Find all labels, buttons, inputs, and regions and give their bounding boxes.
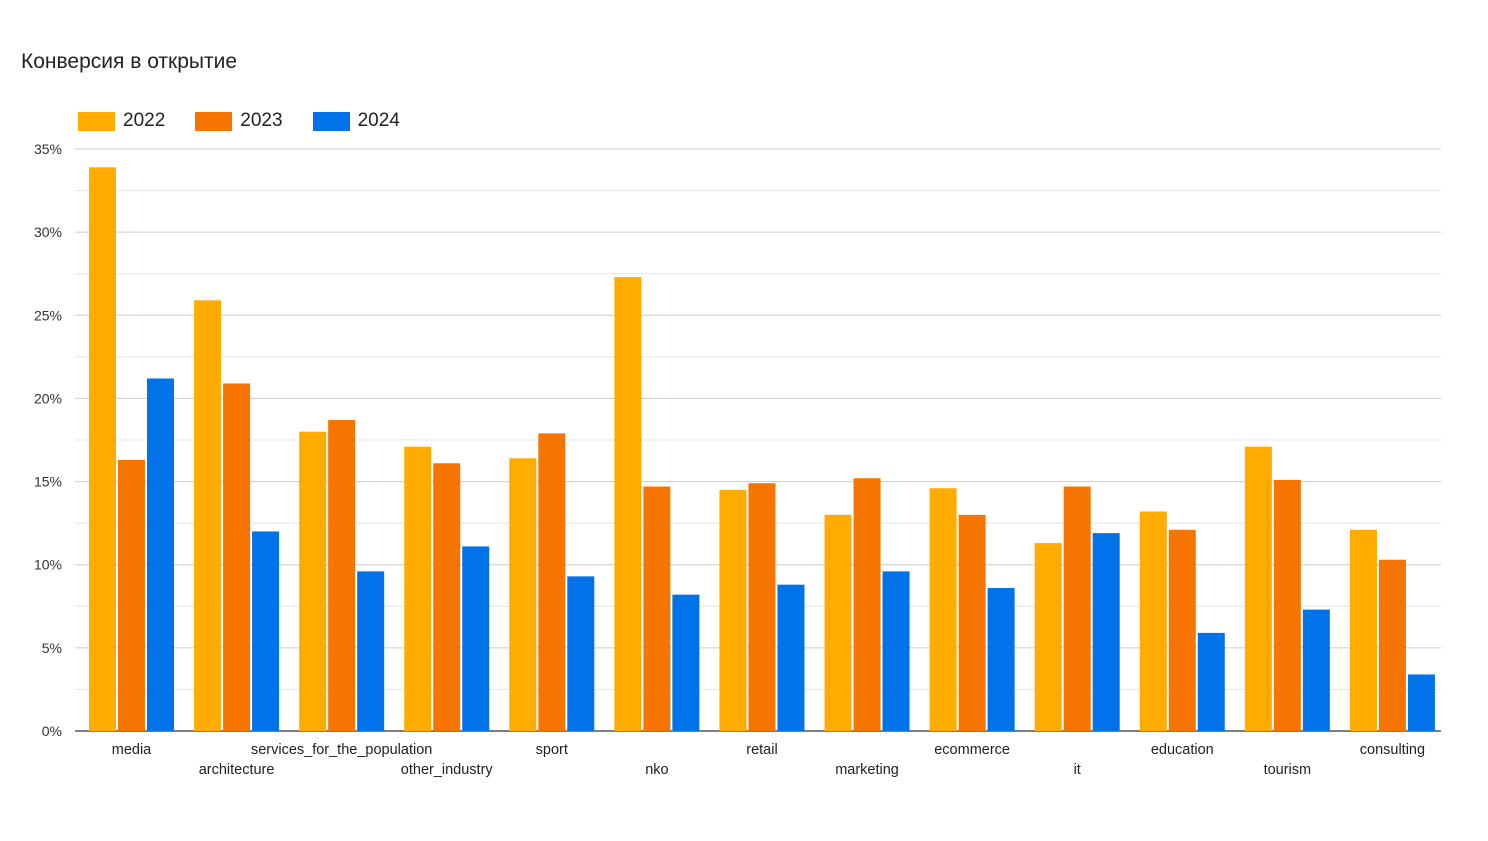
bar-nko-2024 (672, 594, 700, 731)
x-tick-label-education: education (1151, 742, 1214, 758)
bar-tourism-2024 (1302, 609, 1330, 731)
x-tick-label-other_industry: other_industry (401, 762, 494, 778)
bar-media-2024 (147, 378, 174, 731)
bar-architecture-2024 (252, 531, 280, 731)
y-tick-label: 25% (34, 307, 62, 323)
bar-it-2024 (1092, 533, 1120, 731)
x-tick-label-nko: nko (645, 762, 668, 778)
x-tick-label-architecture: architecture (199, 762, 275, 778)
y-tick-label: 5% (42, 640, 62, 656)
x-tick-label-marketing: marketing (835, 762, 899, 778)
bar-sport-2024 (567, 576, 595, 731)
x-tick-label-it: it (1074, 762, 1081, 778)
bar-services_for_the_population-2024 (357, 571, 385, 731)
legend-label-2022: 2022 (123, 110, 166, 131)
bar-marketing-2024 (882, 571, 910, 731)
bar-services_for_the_population-2022 (299, 431, 327, 731)
chart-title: Конверсия в открытие (21, 50, 238, 73)
bar-ecommerce-2024 (987, 587, 1015, 731)
bar-sport-2023 (538, 433, 566, 731)
bar-architecture-2022 (194, 300, 222, 731)
y-tick-label: 10% (34, 557, 62, 573)
x-tick-label-retail: retail (746, 742, 777, 758)
x-tick-label-media: media (112, 742, 152, 758)
bar-education-2022 (1139, 511, 1167, 731)
legend-swatch-2023 (195, 111, 233, 131)
bar-other_industry-2022 (404, 446, 432, 731)
legend: 2022 2023 2024 (78, 110, 430, 132)
legend-item-2022[interactable]: 2022 (78, 110, 165, 132)
x-tick-label-ecommerce: ecommerce (934, 742, 1010, 758)
x-tick-label-sport: sport (536, 742, 568, 758)
y-tick-label: 35% (34, 141, 62, 157)
bar-other_industry-2023 (433, 463, 461, 731)
legend-swatch-2022 (78, 111, 115, 131)
bar-education-2024 (1197, 632, 1225, 731)
legend-item-2023[interactable]: 2023 (195, 110, 283, 132)
bar-consulting-2023 (1378, 559, 1406, 731)
x-tick-label-tourism: tourism (1264, 762, 1312, 778)
bar-media-2023 (118, 459, 145, 731)
bar-nko-2022 (614, 277, 642, 731)
bar-tourism-2023 (1273, 479, 1301, 731)
bar-retail-2022 (719, 489, 747, 731)
bar-it-2023 (1063, 486, 1091, 731)
bar-services_for_the_population-2023 (328, 420, 356, 731)
bar-other_industry-2024 (462, 546, 490, 731)
bar-media-2022 (89, 167, 116, 731)
bar-marketing-2022 (824, 514, 852, 731)
bar-ecommerce-2022 (929, 488, 957, 731)
bar-nko-2023 (643, 486, 671, 731)
bar-ecommerce-2023 (958, 514, 986, 731)
bar-marketing-2023 (853, 478, 881, 731)
y-tick-label: 20% (34, 390, 62, 406)
legend-swatch-2024 (312, 111, 350, 131)
bar-consulting-2022 (1349, 529, 1377, 731)
bar-sport-2022 (509, 458, 537, 731)
bar-retail-2024 (777, 584, 805, 731)
bar-education-2023 (1168, 529, 1196, 731)
bar-consulting-2024 (1407, 674, 1435, 731)
legend-item-2024[interactable]: 2024 (312, 110, 400, 132)
bar-architecture-2023 (223, 383, 251, 731)
y-tick-label: 15% (34, 474, 62, 490)
x-tick-label-consulting: consulting (1360, 742, 1425, 758)
legend-label-2023: 2023 (240, 110, 283, 131)
bar-tourism-2022 (1244, 446, 1272, 731)
x-tick-label-services_for_the_population: services_for_the_population (251, 742, 432, 758)
y-tick-label: 30% (34, 224, 62, 240)
legend-label-2024: 2024 (357, 110, 400, 131)
y-tick-label: 0% (42, 723, 62, 739)
bar-it-2022 (1034, 543, 1062, 731)
bar-retail-2023 (748, 483, 776, 731)
